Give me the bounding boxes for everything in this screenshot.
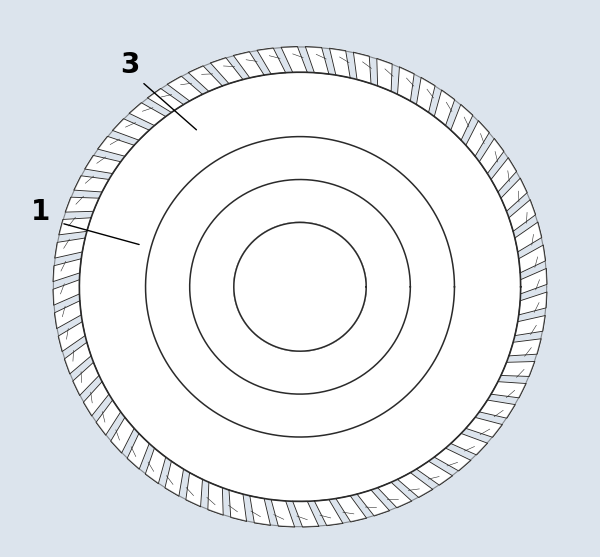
Polygon shape	[257, 48, 286, 74]
Polygon shape	[293, 501, 319, 527]
Polygon shape	[501, 178, 527, 211]
Polygon shape	[53, 258, 81, 282]
Polygon shape	[509, 199, 536, 231]
Text: 3: 3	[120, 51, 140, 79]
Polygon shape	[190, 179, 410, 394]
Polygon shape	[398, 67, 414, 101]
Polygon shape	[466, 417, 503, 437]
Polygon shape	[110, 417, 134, 453]
Polygon shape	[145, 448, 166, 483]
Polygon shape	[357, 490, 389, 516]
Polygon shape	[416, 77, 435, 113]
Polygon shape	[479, 400, 515, 418]
Polygon shape	[58, 322, 85, 351]
Polygon shape	[79, 72, 521, 501]
Polygon shape	[479, 138, 504, 174]
Polygon shape	[127, 433, 149, 470]
Text: 1: 1	[31, 198, 50, 226]
Polygon shape	[434, 448, 471, 471]
Polygon shape	[186, 472, 202, 507]
Polygon shape	[521, 268, 547, 294]
Polygon shape	[146, 136, 454, 437]
Polygon shape	[451, 104, 473, 140]
Polygon shape	[377, 58, 392, 91]
Polygon shape	[85, 155, 121, 174]
Polygon shape	[329, 48, 350, 78]
Polygon shape	[250, 496, 271, 525]
Polygon shape	[129, 102, 166, 125]
Polygon shape	[501, 361, 535, 377]
Polygon shape	[97, 136, 134, 157]
Polygon shape	[188, 66, 223, 91]
Polygon shape	[509, 339, 541, 356]
Polygon shape	[165, 461, 184, 496]
Polygon shape	[211, 57, 243, 84]
Polygon shape	[229, 490, 247, 521]
Polygon shape	[112, 119, 149, 140]
Polygon shape	[377, 482, 412, 508]
Polygon shape	[65, 197, 99, 212]
Polygon shape	[466, 120, 490, 157]
Polygon shape	[233, 52, 264, 78]
Polygon shape	[74, 176, 109, 192]
Polygon shape	[519, 292, 547, 315]
Polygon shape	[53, 280, 79, 305]
Polygon shape	[148, 89, 184, 113]
Polygon shape	[59, 218, 91, 235]
Polygon shape	[55, 301, 81, 329]
Polygon shape	[515, 315, 545, 336]
Polygon shape	[281, 46, 307, 72]
Polygon shape	[336, 496, 367, 522]
Polygon shape	[96, 400, 121, 435]
Polygon shape	[434, 90, 455, 125]
Polygon shape	[305, 47, 329, 74]
Polygon shape	[55, 238, 85, 258]
Polygon shape	[208, 482, 223, 515]
Polygon shape	[491, 382, 526, 398]
Polygon shape	[64, 342, 91, 374]
Polygon shape	[234, 222, 366, 351]
Polygon shape	[398, 472, 433, 497]
Polygon shape	[83, 382, 109, 416]
Polygon shape	[167, 76, 202, 101]
Polygon shape	[73, 362, 99, 395]
Polygon shape	[234, 222, 366, 351]
Polygon shape	[515, 222, 542, 252]
Polygon shape	[416, 461, 452, 485]
Polygon shape	[491, 158, 517, 192]
Polygon shape	[451, 433, 488, 455]
Polygon shape	[314, 500, 343, 526]
Polygon shape	[353, 52, 371, 84]
Polygon shape	[271, 500, 295, 527]
Polygon shape	[519, 245, 545, 273]
